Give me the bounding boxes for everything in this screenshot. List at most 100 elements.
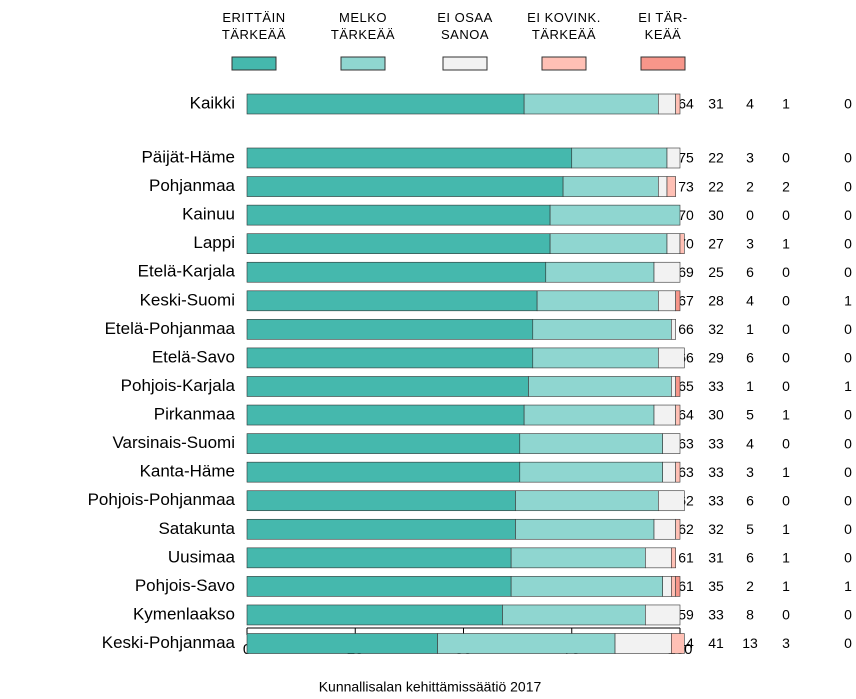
bar-segment [246, 490, 516, 512]
bar-segment [246, 604, 503, 626]
value-label: 2 [782, 178, 790, 194]
value-label: 70 [678, 207, 694, 223]
value-label: 0 [746, 207, 754, 223]
value-label: 4 [746, 293, 754, 309]
value-label: 64 [678, 96, 694, 112]
bar-segment [246, 376, 529, 397]
bar-segment [662, 461, 676, 483]
bar-segment [645, 604, 681, 626]
value-label: 59 [678, 607, 694, 623]
value-label: 0 [844, 464, 852, 480]
bar-segment [675, 461, 681, 483]
bar-segment [246, 319, 534, 340]
bar-segment [658, 93, 676, 115]
category-label: Etelä-Pohjanmaa [105, 319, 236, 338]
bar-segment [662, 433, 681, 454]
bar-segment [671, 319, 676, 340]
category-label: Pohjois-Savo [135, 576, 235, 595]
bar-segment [675, 404, 681, 426]
value-label: 27 [708, 235, 724, 251]
value-label: 63 [678, 435, 694, 451]
value-label: 0 [844, 550, 852, 566]
value-label: 4 [746, 435, 754, 451]
bar-segment [562, 176, 659, 197]
value-label: 3 [746, 150, 754, 166]
value-label: 6 [746, 264, 754, 280]
bar-segment [246, 147, 573, 169]
value-label: 32 [708, 321, 724, 337]
value-label: 1 [746, 321, 754, 337]
value-label: 32 [708, 521, 724, 537]
value-label: 0 [782, 293, 790, 309]
bar-segment [658, 176, 668, 197]
value-label: 30 [708, 407, 724, 423]
value-label: 0 [844, 435, 852, 451]
value-label: 33 [708, 378, 724, 394]
bar-segment [653, 404, 676, 426]
bar-segment [246, 433, 521, 454]
bar-segment [502, 604, 646, 626]
value-label: 6 [746, 350, 754, 366]
value-label: 3 [746, 464, 754, 480]
value-label: 0 [844, 264, 852, 280]
legend-swatch [541, 56, 587, 71]
category-label: Kanta-Häme [140, 462, 235, 481]
value-label: 0 [844, 207, 852, 223]
value-label: 0 [782, 492, 790, 508]
category-label: Etelä-Karjala [138, 262, 236, 281]
value-label: 1 [782, 550, 790, 566]
bar-segment [246, 404, 525, 426]
value-label: 0 [782, 321, 790, 337]
category-label: Uusimaa [168, 547, 236, 566]
value-label: 69 [678, 264, 694, 280]
bar-segment [246, 204, 551, 226]
value-label: 1 [844, 578, 852, 594]
value-label: 33 [708, 607, 724, 623]
legend-swatch [640, 56, 686, 71]
legend-swatch [442, 56, 488, 71]
legend-label: EI KOVINK. TÄRKEÄÄ [527, 10, 601, 42]
value-label: 0 [844, 178, 852, 194]
value-label: 61 [678, 578, 694, 594]
category-label: Varsinais-Suomi [112, 433, 235, 452]
category-label: Kainuu [182, 205, 235, 224]
category-label: Pohjanmaa [149, 176, 236, 195]
value-label: 5 [746, 407, 754, 423]
bar-segment [246, 93, 525, 115]
value-label: 0 [844, 235, 852, 251]
value-label: 1 [844, 293, 852, 309]
value-label: 0 [844, 150, 852, 166]
value-label: 66 [678, 321, 694, 337]
value-label: 67 [678, 293, 694, 309]
value-label: 30 [708, 207, 724, 223]
legend-label: ERITTÄIN TÄRKEÄÄ [221, 10, 287, 42]
caption: Kunnallisalan kehittämissäätiö 2017 [319, 679, 542, 695]
value-label: 64 [678, 407, 694, 423]
category-label: Pohjois-Karjala [121, 376, 236, 395]
bar-segment [658, 490, 685, 512]
category-label: Satakunta [158, 519, 235, 538]
bar-segment [523, 93, 659, 115]
value-label: 2 [746, 178, 754, 194]
bar-segment [246, 633, 438, 654]
value-label: 0 [844, 350, 852, 366]
value-label: 62 [678, 521, 694, 537]
category-label: Lappi [193, 233, 235, 252]
value-label: 0 [844, 96, 852, 112]
value-label: 65 [678, 378, 694, 394]
legend-label: MELKO TÄRKEÄÄ [330, 10, 396, 42]
value-label: 4 [746, 96, 754, 112]
value-label: 1 [782, 96, 790, 112]
value-label: 73 [678, 178, 694, 194]
bar-segment [246, 547, 512, 569]
value-label: 0 [782, 150, 790, 166]
legend-swatch [231, 56, 277, 71]
bar-segment [246, 461, 521, 483]
legend-label: EI OSAA SANOA [437, 10, 493, 42]
bar-segment [675, 576, 681, 597]
category-label: Pohjois-Pohjanmaa [88, 490, 236, 509]
bar-segment [571, 147, 668, 169]
bar-segment [671, 547, 676, 569]
value-label: 8 [746, 607, 754, 623]
